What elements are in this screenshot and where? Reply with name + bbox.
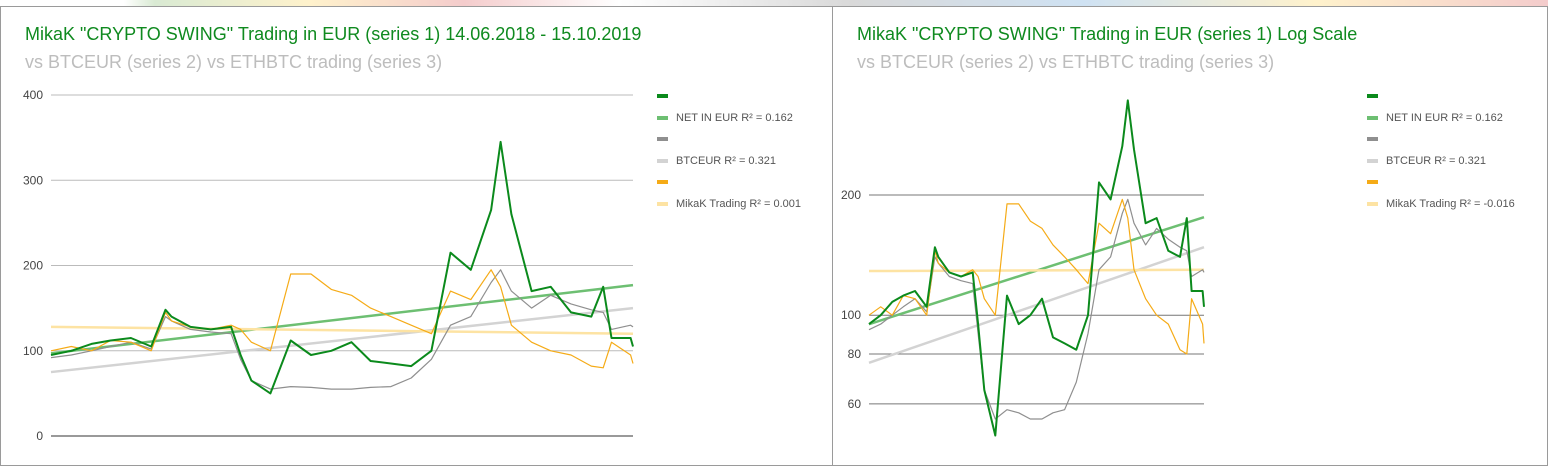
legend-swatch bbox=[1367, 94, 1378, 98]
legend-swatch bbox=[657, 202, 668, 206]
legend-item-series-2[interactable] bbox=[1367, 132, 1386, 146]
y-tick-label: 100 bbox=[841, 308, 861, 322]
y-tick-label: 300 bbox=[23, 173, 43, 187]
legend-swatch bbox=[657, 94, 668, 98]
series-line-3 bbox=[869, 199, 1204, 354]
y-tick-label: 200 bbox=[841, 188, 861, 202]
y-tick-label: 60 bbox=[848, 397, 862, 411]
y-tick-label: 0 bbox=[36, 429, 43, 443]
legend-swatch bbox=[1367, 116, 1378, 120]
legend-item-series-3[interactable] bbox=[1367, 175, 1386, 189]
trendline bbox=[869, 270, 1204, 271]
series-line-1 bbox=[51, 142, 633, 394]
legend-swatch bbox=[657, 116, 668, 120]
plot-area: 60 80 100 200 bbox=[833, 7, 1548, 467]
trendline bbox=[51, 327, 633, 334]
legend-swatch bbox=[1367, 159, 1378, 163]
legend-item-trendline[interactable]: NET IN EUR R² = 0.162 bbox=[1367, 111, 1503, 125]
legend-swatch bbox=[1367, 202, 1378, 206]
legend-item-series-3[interactable] bbox=[657, 175, 676, 189]
legend-swatch bbox=[657, 137, 668, 141]
legend-label: NET IN EUR R² = 0.162 bbox=[676, 112, 793, 124]
legend-item-series-1[interactable] bbox=[657, 89, 676, 103]
legend-label: BTCEUR R² = 0.321 bbox=[1386, 155, 1486, 167]
y-tick-label: 200 bbox=[23, 259, 43, 273]
legend-swatch bbox=[657, 180, 668, 184]
legend-swatch bbox=[657, 159, 668, 163]
legend-swatch bbox=[1367, 137, 1378, 141]
legend-item-series-1[interactable] bbox=[1367, 89, 1386, 103]
legend-item-trendline[interactable]: BTCEUR R² = 0.321 bbox=[657, 154, 776, 168]
legend-item-trendline[interactable]: MikaK Trading R² = 0.001 bbox=[657, 197, 801, 211]
legend-item-trendline[interactable]: NET IN EUR R² = 0.162 bbox=[657, 111, 793, 125]
plot-area: 0 100 200 300 400 bbox=[1, 7, 834, 467]
legend-item-series-2[interactable] bbox=[657, 132, 676, 146]
legend-item-trendline[interactable]: MikaK Trading R² = -0.016 bbox=[1367, 197, 1515, 211]
y-tick-label: 80 bbox=[848, 347, 862, 361]
y-tick-label: 100 bbox=[23, 344, 43, 358]
legend-item-trendline[interactable]: BTCEUR R² = 0.321 bbox=[1367, 154, 1486, 168]
legend-label: MikaK Trading R² = -0.016 bbox=[1386, 198, 1515, 210]
series-line-1 bbox=[869, 100, 1204, 435]
y-tick-label: 400 bbox=[23, 88, 43, 102]
legend-swatch bbox=[1367, 180, 1378, 184]
trendline bbox=[51, 285, 633, 353]
legend-label: BTCEUR R² = 0.321 bbox=[676, 155, 776, 167]
legend-label: MikaK Trading R² = 0.001 bbox=[676, 198, 801, 210]
chart-log-scale[interactable]: MikaK "CRYPTO SWING" Trading in EUR (ser… bbox=[832, 6, 1548, 466]
chart-linear[interactable]: MikaK "CRYPTO SWING" Trading in EUR (ser… bbox=[0, 6, 833, 466]
legend-label: NET IN EUR R² = 0.162 bbox=[1386, 112, 1503, 124]
